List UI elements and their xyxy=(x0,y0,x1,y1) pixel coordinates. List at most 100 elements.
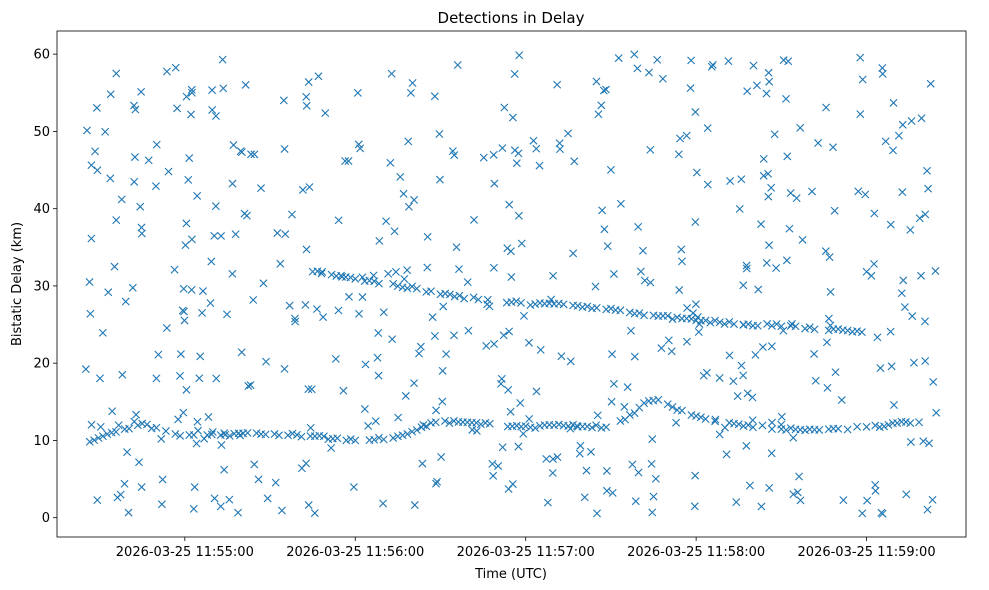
y-tick-label-3: 30 xyxy=(33,279,50,294)
scatter-point-207 xyxy=(734,420,743,429)
scatter-point-421 xyxy=(297,464,306,473)
scatter-point-345 xyxy=(364,421,373,430)
scatter-point-451 xyxy=(725,351,734,360)
scatter-point-400 xyxy=(182,219,191,228)
scatter-point-745 xyxy=(314,72,323,81)
scatter-point-188 xyxy=(616,417,625,426)
scatter-point-546 xyxy=(649,396,658,405)
scatter-point-449 xyxy=(783,152,792,161)
scatter-point-85 xyxy=(805,323,814,332)
scatter-point-724 xyxy=(198,287,207,296)
scatter-point-599 xyxy=(722,450,731,459)
scatter-point-635 xyxy=(692,168,701,177)
scatter-point-684 xyxy=(856,53,865,62)
scatter-point-324 xyxy=(616,199,625,208)
scatter-point-486 xyxy=(341,156,350,165)
scatter-point-224 xyxy=(834,424,843,433)
scatter-point-17 xyxy=(408,282,417,291)
scatter-point-690 xyxy=(782,256,791,265)
scatter-point-412 xyxy=(498,443,507,452)
scatter-point-365 xyxy=(915,214,924,223)
scatter-point-688 xyxy=(765,483,774,492)
scatter-point-369 xyxy=(575,449,584,458)
x-axis: 2026-03-25 11:55:00 2026-03-25 11:56:00 20… xyxy=(116,537,936,560)
scatter-point-225 xyxy=(843,425,852,434)
scatter-point-588 xyxy=(483,300,492,309)
scatter-point-565 xyxy=(210,494,219,503)
scatter-point-122 xyxy=(243,428,252,437)
scatter-point-483 xyxy=(839,496,848,505)
scatter-point-736 xyxy=(515,51,524,60)
scatter-point-664 xyxy=(416,342,425,351)
scatter-point-475 xyxy=(158,475,167,484)
scatter-point-636 xyxy=(306,423,315,432)
scatter-point-452 xyxy=(626,326,635,335)
scatter-point-32 xyxy=(512,297,521,306)
scatter-point-130 xyxy=(292,430,301,439)
scatter-point-682 xyxy=(228,269,237,278)
y-tick-label-4: 40 xyxy=(33,202,50,217)
scatter-point-645 xyxy=(137,223,146,232)
scatter-point-55 xyxy=(640,311,649,320)
y-tick-label-6: 60 xyxy=(33,48,50,63)
scatter-point-221 xyxy=(815,425,824,434)
scatter-point-201 xyxy=(692,411,701,420)
scatter-point-689 xyxy=(648,435,657,444)
scatter-point-95 xyxy=(85,437,94,446)
scatter-point-516 xyxy=(795,472,804,481)
scatter-point-390 xyxy=(630,352,639,361)
x-tick-label-4: 2026-03-25 11:59:00 xyxy=(798,545,936,560)
scatter-point-757 xyxy=(693,313,702,322)
scatter-point-589 xyxy=(85,278,94,287)
scatter-point-199 xyxy=(677,406,686,415)
scatter-point-556 xyxy=(695,320,704,329)
scatter-point-627 xyxy=(404,202,413,211)
scatter-point-239 xyxy=(735,204,744,213)
scatter-point-524 xyxy=(472,426,481,435)
y-tick-label-5: 50 xyxy=(33,125,50,140)
scatter-point-585 xyxy=(208,86,217,95)
x-tick-label-0: 2026-03-25 11:55:00 xyxy=(116,545,254,560)
scatter-point-49 xyxy=(606,304,615,313)
scatter-point-528 xyxy=(206,299,215,308)
scatter-point-296 xyxy=(566,424,575,433)
scatter-point-94 xyxy=(857,328,866,337)
scatter-point-476 xyxy=(796,496,805,505)
scatter-point-456 xyxy=(707,62,716,71)
scatter-point-692 xyxy=(902,490,911,499)
scatter-point-109 xyxy=(161,427,170,436)
scatter-point-535 xyxy=(508,113,517,122)
scatter-point-270 xyxy=(708,60,717,69)
scatter-point-379 xyxy=(532,387,541,396)
scatter-point-310 xyxy=(745,481,754,490)
scatter-point-660 xyxy=(739,281,748,290)
scatter-point-408 xyxy=(410,501,419,510)
scatter-point-291 xyxy=(598,206,607,215)
scatter-point-405 xyxy=(798,235,807,244)
scatter-point-389 xyxy=(548,468,557,477)
scatter-point-668 xyxy=(164,167,173,176)
scatter-point-190 xyxy=(625,410,634,419)
scatter-point-436 xyxy=(184,175,193,184)
scatter-point-89 xyxy=(834,325,843,334)
scatter-point-568 xyxy=(506,407,515,416)
scatter-point-579 xyxy=(770,130,779,139)
scatter-point-428 xyxy=(899,276,908,285)
scatter-point-602 xyxy=(929,377,938,386)
scatter-point-64 xyxy=(687,314,696,323)
scatter-point-441 xyxy=(737,175,746,184)
x-tick-label-3: 2026-03-25 11:58:00 xyxy=(627,545,765,560)
scatter-point-608 xyxy=(182,92,191,101)
scatter-point-423 xyxy=(909,358,918,367)
scatter-point-666 xyxy=(602,466,611,475)
scatter-point-247 xyxy=(494,461,503,470)
scatter-point-187 xyxy=(602,423,611,432)
scatter-point-282 xyxy=(246,381,255,390)
scatter-point-325 xyxy=(387,69,396,78)
scatter-point-670 xyxy=(196,352,205,361)
scatter-point-574 xyxy=(506,247,515,256)
y-tick-label-1: 10 xyxy=(33,434,50,449)
scatter-point-641 xyxy=(435,130,444,139)
scatter-point-343 xyxy=(435,175,444,184)
scatter-point-374 xyxy=(517,239,526,248)
